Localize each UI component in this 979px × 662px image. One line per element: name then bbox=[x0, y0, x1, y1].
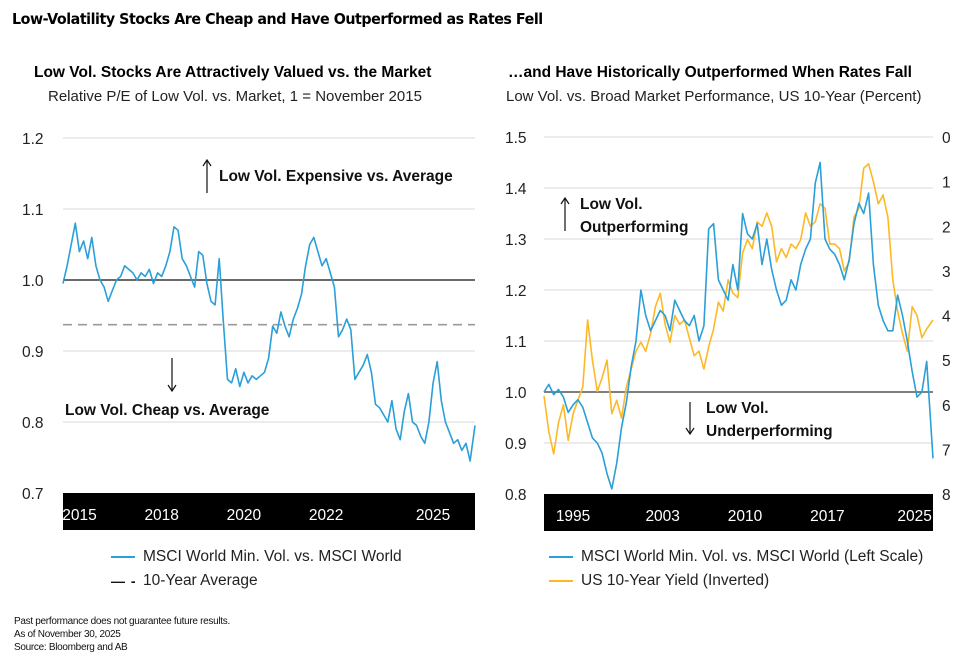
right-series-us10y-line bbox=[543, 163, 934, 455]
y-tick-label: 1.0 bbox=[22, 273, 44, 290]
legend-swatch-blue bbox=[111, 556, 135, 558]
x-tick-label: 2020 bbox=[227, 507, 262, 524]
y-tick-label: 1.4 bbox=[505, 181, 527, 198]
left-chart-subtitle: Relative P/E of Low Vol. vs. Market, 1 =… bbox=[48, 88, 422, 105]
left-x-axis-band bbox=[63, 493, 475, 530]
right-x-axis: 1995 2003 2010 2017 2025 bbox=[556, 508, 932, 525]
annotation-underperforming-1: Low Vol. bbox=[706, 400, 769, 417]
legend-label: US 10-Year Yield (Inverted) bbox=[581, 572, 770, 589]
footnote-disclaimer: Past performance does not guarantee futu… bbox=[14, 616, 230, 627]
legend-item-min-vol: MSCI World Min. Vol. vs. MSCI World (Lef… bbox=[549, 545, 923, 569]
y-tick-label: 0.8 bbox=[505, 487, 527, 504]
x-tick-label: 2010 bbox=[728, 508, 763, 525]
footnotes: Past performance does not guarantee futu… bbox=[14, 615, 230, 654]
x-tick-label: 2017 bbox=[810, 508, 844, 525]
x-tick-label: 2018 bbox=[144, 507, 178, 524]
left-annotation-up: Low Vol. Expensive vs. Average bbox=[202, 158, 453, 193]
annotation-outperforming-1: Low Vol. bbox=[580, 196, 643, 213]
right-series-min-vol-line bbox=[543, 161, 934, 490]
y-tick-label: 1.0 bbox=[505, 385, 527, 402]
y2-tick-label: 8 bbox=[942, 487, 951, 504]
legend-label: MSCI World Min. Vol. vs. MSCI World bbox=[143, 548, 402, 565]
left-legend: MSCI World Min. Vol. vs. MSCI World — - … bbox=[111, 545, 402, 593]
y-tick-label: 0.8 bbox=[22, 415, 44, 432]
legend-item-min-vol: MSCI World Min. Vol. vs. MSCI World bbox=[111, 545, 402, 569]
annotation-expensive: Low Vol. Expensive vs. Average bbox=[219, 168, 453, 185]
right-annotation-up: Low Vol. Outperforming bbox=[560, 196, 689, 236]
x-tick-label: 1995 bbox=[556, 508, 590, 525]
right-annotation-down: Low Vol. Underperforming bbox=[685, 400, 833, 440]
right-chart-title: …and Have Historically Outperformed When… bbox=[508, 64, 912, 81]
x-tick-label: 2022 bbox=[309, 507, 343, 524]
y-tick-label: 1.3 bbox=[505, 232, 527, 249]
y2-tick-label: 1 bbox=[942, 175, 951, 192]
y-tick-label: 0.7 bbox=[22, 486, 44, 503]
arrow-up-head-icon bbox=[560, 196, 570, 205]
right-chart-subtitle: Low Vol. vs. Broad Market Performance, U… bbox=[506, 88, 922, 105]
left-annotation-down: Low Vol. Cheap vs. Average bbox=[65, 358, 270, 419]
left-series-min-vol-line bbox=[62, 222, 476, 462]
y2-tick-label: 2 bbox=[942, 219, 951, 236]
y-tick-label: 0.9 bbox=[505, 436, 527, 453]
legend-item-average: — - 10-Year Average bbox=[111, 569, 402, 593]
x-tick-label: 2003 bbox=[645, 508, 679, 525]
right-legend: MSCI World Min. Vol. vs. MSCI World (Lef… bbox=[549, 545, 923, 593]
x-tick-label: 2025 bbox=[897, 508, 931, 525]
y-tick-label: 1.5 bbox=[505, 130, 527, 147]
main-title: Low-Volatility Stocks Are Cheap and Have… bbox=[12, 10, 543, 28]
x-tick-label: 2015 bbox=[62, 507, 96, 524]
right-right-y-axis: 0 1 2 3 4 5 6 7 8 bbox=[942, 130, 951, 504]
y-tick-label: 1.2 bbox=[505, 283, 527, 300]
arrow-down-head-icon bbox=[167, 384, 177, 393]
right-x-axis-band bbox=[544, 494, 933, 531]
left-chart-title: Low Vol. Stocks Are Attractively Valued … bbox=[34, 64, 432, 81]
legend-swatch-gold bbox=[549, 580, 573, 582]
legend-item-us10y: US 10-Year Yield (Inverted) bbox=[549, 569, 923, 593]
y-tick-label: 0.9 bbox=[22, 344, 44, 361]
y2-tick-label: 5 bbox=[942, 353, 951, 370]
y-tick-label: 1.1 bbox=[22, 202, 44, 219]
y2-tick-label: 7 bbox=[942, 442, 951, 459]
arrow-up-head-icon bbox=[202, 158, 212, 167]
left-chart: 0.70.80.91.01.11.2 2015 2018 2020 2022 2025 … bbox=[22, 131, 476, 530]
legend-swatch-blue bbox=[549, 556, 573, 558]
y-tick-label: 1.2 bbox=[22, 131, 44, 148]
right-left-y-axis: 0.8 0.9 1.0 1.1 1.2 1.3 1.4 1.5 bbox=[505, 130, 527, 504]
y2-tick-label: 4 bbox=[942, 309, 951, 326]
footnote-date: As of November 30, 2025 bbox=[14, 629, 121, 640]
footnote-source: Source: Bloomberg and AB bbox=[14, 642, 128, 653]
y2-tick-label: 3 bbox=[942, 264, 951, 281]
y2-tick-label: 0 bbox=[942, 130, 951, 147]
legend-label: 10-Year Average bbox=[143, 572, 258, 589]
left-y-axis: 0.7 0.8 0.9 1.0 1.1 1.2 bbox=[22, 131, 44, 503]
legend-swatch-dashed: — - bbox=[111, 573, 137, 589]
y-tick-label: 1.1 bbox=[505, 334, 527, 351]
arrow-down-head-icon bbox=[685, 427, 695, 436]
y2-tick-label: 6 bbox=[942, 398, 951, 415]
annotation-cheap: Low Vol. Cheap vs. Average bbox=[65, 402, 270, 419]
annotation-underperforming-2: Underperforming bbox=[706, 423, 833, 440]
legend-label: MSCI World Min. Vol. vs. MSCI World (Lef… bbox=[581, 548, 924, 565]
left-x-axis: 2015 2018 2020 2022 2025 bbox=[62, 507, 450, 524]
x-tick-label: 2025 bbox=[416, 507, 450, 524]
right-chart: 0.8 0.9 1.0 1.1 1.2 1.3 1.4 1.5 0 1 2 3 4 5 6 7 8 1995 2… bbox=[505, 130, 951, 531]
annotation-outperforming-2: Outperforming bbox=[580, 219, 689, 236]
